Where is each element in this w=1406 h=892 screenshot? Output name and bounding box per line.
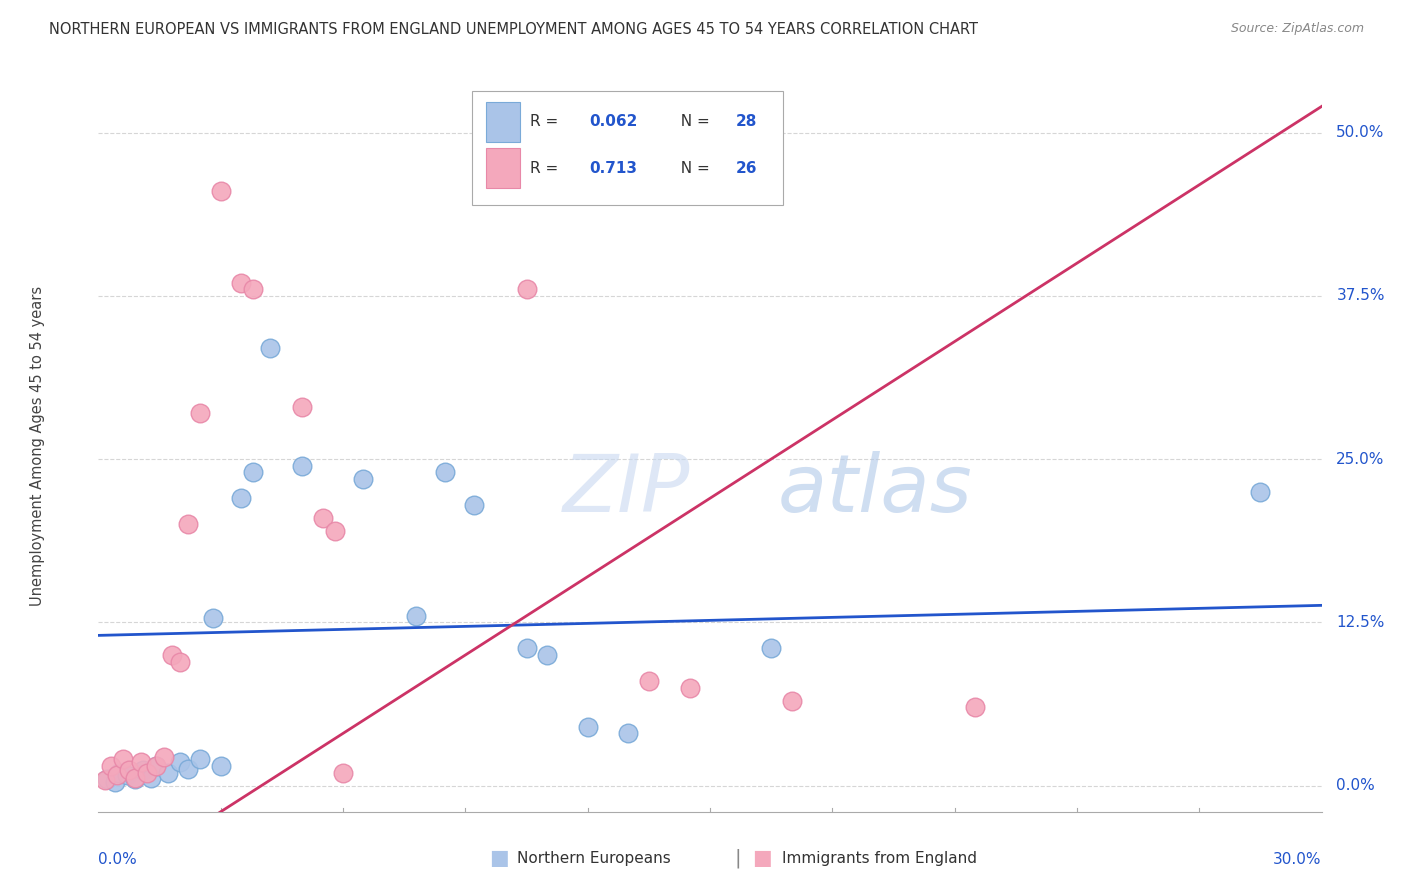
Point <box>433 465 456 479</box>
Text: NORTHERN EUROPEAN VS IMMIGRANTS FROM ENGLAND UNEMPLOYMENT AMONG AGES 45 TO 54 YE: NORTHERN EUROPEAN VS IMMIGRANTS FROM ENG… <box>49 22 979 37</box>
FancyBboxPatch shape <box>486 102 520 142</box>
Text: atlas: atlas <box>778 450 972 529</box>
Text: 0.0%: 0.0% <box>98 852 138 867</box>
Text: ZIP: ZIP <box>564 450 690 529</box>
Point <box>759 641 782 656</box>
Text: 0.713: 0.713 <box>589 161 637 176</box>
Point <box>463 498 485 512</box>
Text: 28: 28 <box>735 114 756 129</box>
Point <box>780 694 803 708</box>
Text: 0.062: 0.062 <box>589 114 637 129</box>
Point <box>124 772 146 786</box>
Text: N =: N = <box>671 161 714 176</box>
Point <box>132 763 155 777</box>
Point <box>100 759 122 773</box>
Point <box>136 765 159 780</box>
Text: Northern Europeans: Northern Europeans <box>517 851 671 865</box>
Point <box>156 765 179 780</box>
Point <box>516 641 538 656</box>
Point <box>104 774 127 789</box>
Point <box>242 465 264 479</box>
Point <box>259 341 281 355</box>
Point <box>352 472 374 486</box>
Text: 0.0%: 0.0% <box>1336 778 1375 793</box>
Text: 12.5%: 12.5% <box>1336 615 1385 630</box>
Point <box>536 648 558 662</box>
Point <box>96 772 118 786</box>
Text: 25.0%: 25.0% <box>1336 451 1385 467</box>
Point <box>152 749 174 764</box>
Point <box>291 458 314 473</box>
Point <box>312 511 335 525</box>
Point <box>111 752 134 766</box>
Text: |: | <box>735 848 741 868</box>
Point <box>679 681 702 695</box>
Point <box>129 755 152 769</box>
Text: 30.0%: 30.0% <box>1274 852 1322 867</box>
Point <box>108 765 131 780</box>
Point <box>145 759 167 773</box>
Point <box>160 648 183 662</box>
Point <box>637 674 661 689</box>
Point <box>242 282 264 296</box>
Point <box>118 763 141 777</box>
Point <box>516 282 538 296</box>
Point <box>115 768 138 782</box>
Point <box>576 720 599 734</box>
Text: ■: ■ <box>752 848 772 868</box>
Text: 50.0%: 50.0% <box>1336 125 1385 140</box>
Text: N =: N = <box>671 114 714 129</box>
Point <box>231 491 253 506</box>
Point <box>169 655 191 669</box>
Point <box>188 752 212 766</box>
Point <box>169 755 191 769</box>
Point <box>188 406 212 420</box>
FancyBboxPatch shape <box>486 148 520 188</box>
Point <box>141 771 163 785</box>
Point <box>332 765 354 780</box>
Point <box>201 611 224 625</box>
Text: 37.5%: 37.5% <box>1336 288 1385 303</box>
Point <box>617 726 640 740</box>
Text: ■: ■ <box>489 848 509 868</box>
Point <box>209 759 232 773</box>
Text: Immigrants from England: Immigrants from England <box>782 851 977 865</box>
Point <box>231 276 253 290</box>
Point <box>93 773 115 788</box>
FancyBboxPatch shape <box>471 91 783 204</box>
Point <box>965 700 987 714</box>
Text: R =: R = <box>530 161 564 176</box>
Text: 26: 26 <box>735 161 758 176</box>
Point <box>405 608 427 623</box>
Point <box>177 517 200 532</box>
Point <box>209 184 232 198</box>
Point <box>1249 484 1271 499</box>
Text: Source: ZipAtlas.com: Source: ZipAtlas.com <box>1230 22 1364 36</box>
Point <box>145 759 167 773</box>
Point <box>177 762 200 776</box>
Text: Unemployment Among Ages 45 to 54 years: Unemployment Among Ages 45 to 54 years <box>30 286 45 606</box>
Point <box>323 524 346 538</box>
Text: R =: R = <box>530 114 564 129</box>
Point <box>124 771 146 785</box>
Point <box>105 768 128 782</box>
Point <box>291 400 314 414</box>
